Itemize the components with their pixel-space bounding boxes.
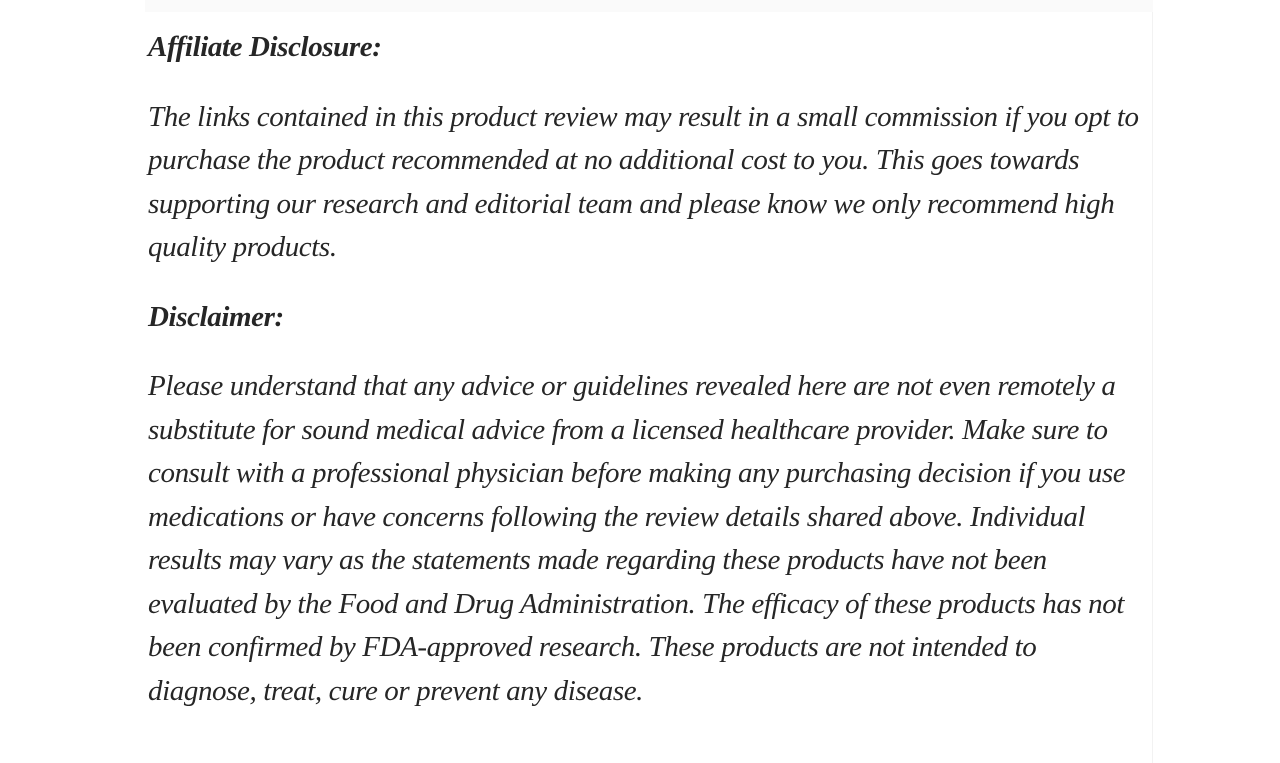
disclaimer-paragraph: Please understand that any advice or gui… <box>148 370 1126 707</box>
top-edge-strip <box>145 0 1153 12</box>
affiliate-disclosure-heading: Affiliate Disclosure: <box>148 31 382 63</box>
disclosure-article: Affiliate Disclosure: The links containe… <box>148 0 1150 739</box>
disclaimer-heading: Disclaimer: <box>148 300 284 333</box>
article-content-column: Affiliate Disclosure: The links containe… <box>145 0 1153 763</box>
affiliate-disclosure-paragraph: The links contained in this product revi… <box>148 100 1139 264</box>
